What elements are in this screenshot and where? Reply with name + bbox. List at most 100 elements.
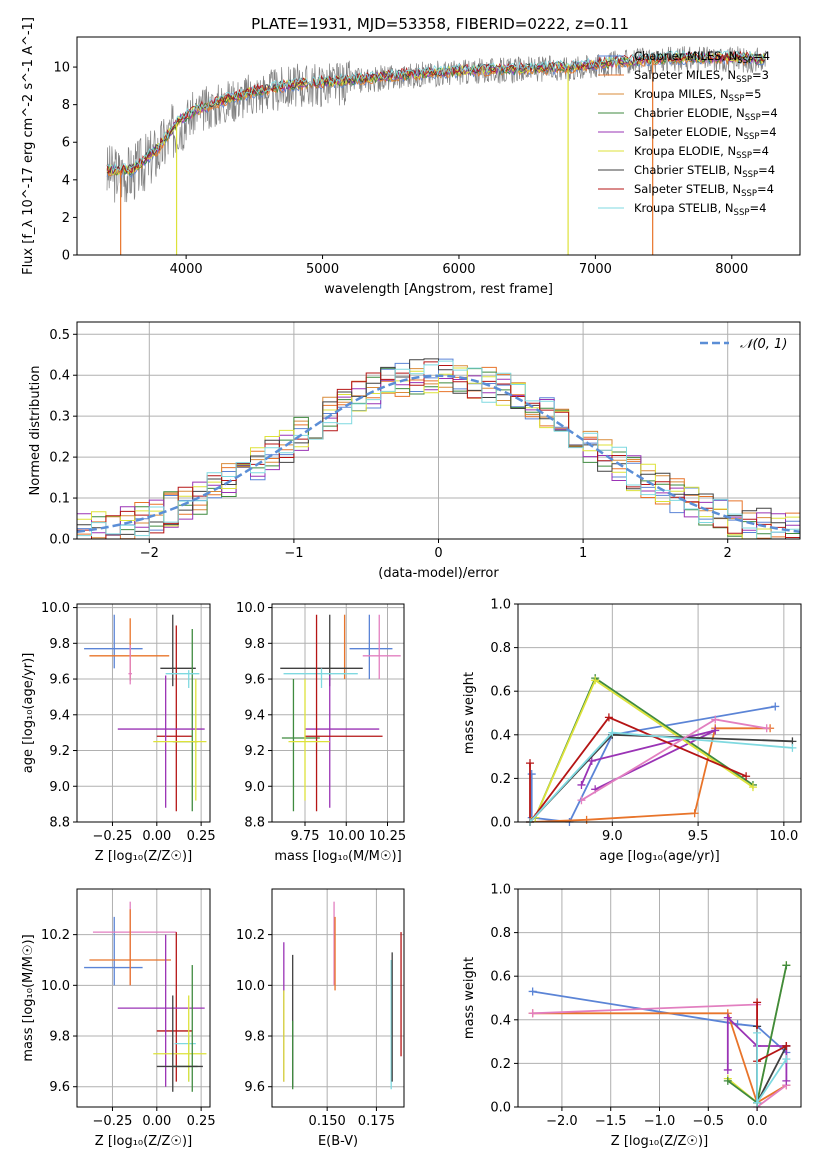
y-tick-label: 10 [53,61,70,76]
mass-weight-marker [748,783,757,792]
x-tick-label: −0.25 [93,829,133,844]
x-tick-label: 4000 [170,262,203,277]
x-tick-label: 0.00 [142,829,171,844]
y-tick-label: 8 [62,98,70,113]
mass-weight-marker [577,796,586,805]
mass-weight-marker [526,759,535,768]
x-tick-label: 10.0 [769,829,798,844]
x-tick-label: 6000 [442,262,475,277]
legend-label: Salpeter STELIB, NSSP=4 [634,182,774,199]
y-tick-label: 0.2 [49,451,70,466]
mass-weight-marker [782,1076,791,1085]
legend-label: Salpeter ELODIE, NSSP=4 [634,125,777,142]
mass-weight-marker [723,1013,732,1022]
mass-weight-marker [723,1076,732,1085]
mass-weight-marker [577,780,586,789]
x-axis-label: mass [log₁₀(M/M☉)] [274,849,401,864]
x-axis-label: age [log₁₀(age/yr)] [599,849,720,864]
y-tick-label: 10.0 [41,979,70,994]
legend-label: Chabrier ELODIE, NSSP=4 [634,106,778,123]
x-tick-label: 9.75 [291,829,320,844]
y-tick-label: 9.6 [49,673,70,688]
mass-weight-marker [723,1065,732,1074]
mass-weight-marker [771,702,780,711]
y-tick-label: 0.8 [490,926,511,941]
x-axis-label: wavelength [Angstrom, rest frame] [324,282,553,297]
y-tick-label: 0.6 [490,970,511,985]
model-spectrum-line [106,52,766,177]
model-spectrum-line [106,54,766,177]
error-bar-point [92,901,177,986]
x-tick-label: 10.25 [369,829,406,844]
x-tick-label: 7000 [579,262,612,277]
x-tick-label: 0.0 [747,1114,768,1129]
mass-weight-vs-metallicity-panel: −2.0 −1.5 −1.0 −0.5 0.0 0.0 0.2 0.4 0.6 0.8 1.0 Z [… [462,883,802,1149]
mass-vs-extinction-panel: 0.150 0.175 9.6 9.8 10.0 10.2 E(B-V) [236,888,405,1149]
x-axis-label: Z [log₁₀(Z/Z☉)] [95,849,192,864]
y-tick-label: 0.8 [490,641,511,656]
mass-vs-metallicity-panel: −0.25 0.00 0.25 9.6 9.8 10.0 10.2 Z [log₁₀(Z/Z☉… [21,888,216,1149]
y-tick-label: 2 [62,211,70,226]
y-tick-label: 8.8 [244,816,265,831]
mass-weight-line [532,1012,787,1104]
x-tick-label: −1.0 [644,1114,676,1129]
y-tick-label: 9.6 [244,673,265,688]
x-tick-label: −2.0 [546,1114,578,1129]
error-bar-point [165,670,200,688]
mass-weight-marker [753,1028,762,1037]
x-axis-label: E(B-V) [318,1134,358,1149]
mass-weight-marker [753,1098,762,1107]
age-vs-mass-panel: 9.75 10.00 10.25 8.8 9.0 9.2 9.4 9.6 9.8 10.0 mass… [236,601,406,864]
y-tick-label: 1.0 [490,598,511,613]
mass-weight-marker [782,1055,791,1064]
mass-weight-line [532,990,787,1054]
legend-label: Chabrier STELIB, NSSP=4 [634,163,775,180]
x-axis-label: Z [log₁₀(Z/Z☉)] [611,1134,708,1149]
y-axis-label: Normed distribution [28,366,43,496]
axes-frame [76,888,211,1108]
error-bar-point [156,625,193,812]
model-spectrum-line [106,53,766,177]
mass-weight-marker [582,815,591,824]
x-tick-label: 9.0 [602,829,623,844]
model-spectrum-line [106,49,766,173]
normal-distribution-curve [76,374,801,534]
y-tick-label: 10.2 [41,928,70,943]
x-tick-label: 9.5 [688,829,709,844]
error-bar-point [117,934,205,1087]
residual-histogram-step [77,360,800,539]
mass-weight-line [756,1032,788,1106]
legend-label: Kroupa STELIB, NSSP=4 [634,201,766,218]
x-tick-label: 5000 [306,262,339,277]
x-axis-label: Z [log₁₀(Z/Z☉)] [95,1134,192,1149]
y-tick-label: 10.0 [41,601,70,616]
error-bar-point [128,645,132,685]
axes-frame [76,36,801,256]
age-vs-metallicity-panel: −0.25 0.00 0.25 8.8 9.0 9.2 9.4 9.6 9.8 10.0 Z [lo… [21,601,216,864]
mass-weight-marker [782,961,791,970]
axes-frame [76,603,211,823]
mass-weight-marker [753,998,762,1007]
x-tick-label: 1 [579,546,587,561]
error-bar-point [305,614,383,812]
mass-weight-marker [690,809,699,818]
mass-weight-marker [608,728,617,737]
y-tick-label: 9.2 [49,744,70,759]
error-bar-point [288,679,330,801]
x-tick-label: −1 [284,546,303,561]
x-tick-label: 0.00 [142,1114,171,1129]
legend-label: 𝒩(0, 1) [740,337,787,352]
x-tick-label: −1.5 [595,1114,627,1129]
y-tick-label: 0 [62,249,70,264]
y-tick-label: 9.4 [244,708,265,723]
mass-weight-line [529,716,747,822]
residual-histogram-step [77,367,800,539]
y-tick-label: 9.8 [49,637,70,652]
figure-title: PLATE=1931, MJD=53358, FIBERID=0222, z=0… [251,15,629,33]
y-tick-label: 0.0 [490,1101,511,1116]
residual-histogram-panel: −2 −1 0 1 2 0.0 0.1 0.2 0.3 0.4 0.5 (data-model)/er… [28,321,801,581]
x-tick-label: −0.25 [93,1114,133,1129]
axes-frame [271,888,405,1108]
mass-weight-marker [782,1041,791,1050]
